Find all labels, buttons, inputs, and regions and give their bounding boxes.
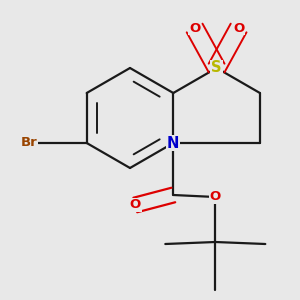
- Text: O: O: [210, 190, 221, 203]
- Text: Br: Br: [20, 136, 37, 149]
- Text: O: O: [189, 22, 200, 34]
- Text: O: O: [233, 22, 244, 34]
- Text: N: N: [167, 136, 179, 151]
- Text: S: S: [212, 61, 222, 76]
- Text: O: O: [130, 199, 141, 212]
